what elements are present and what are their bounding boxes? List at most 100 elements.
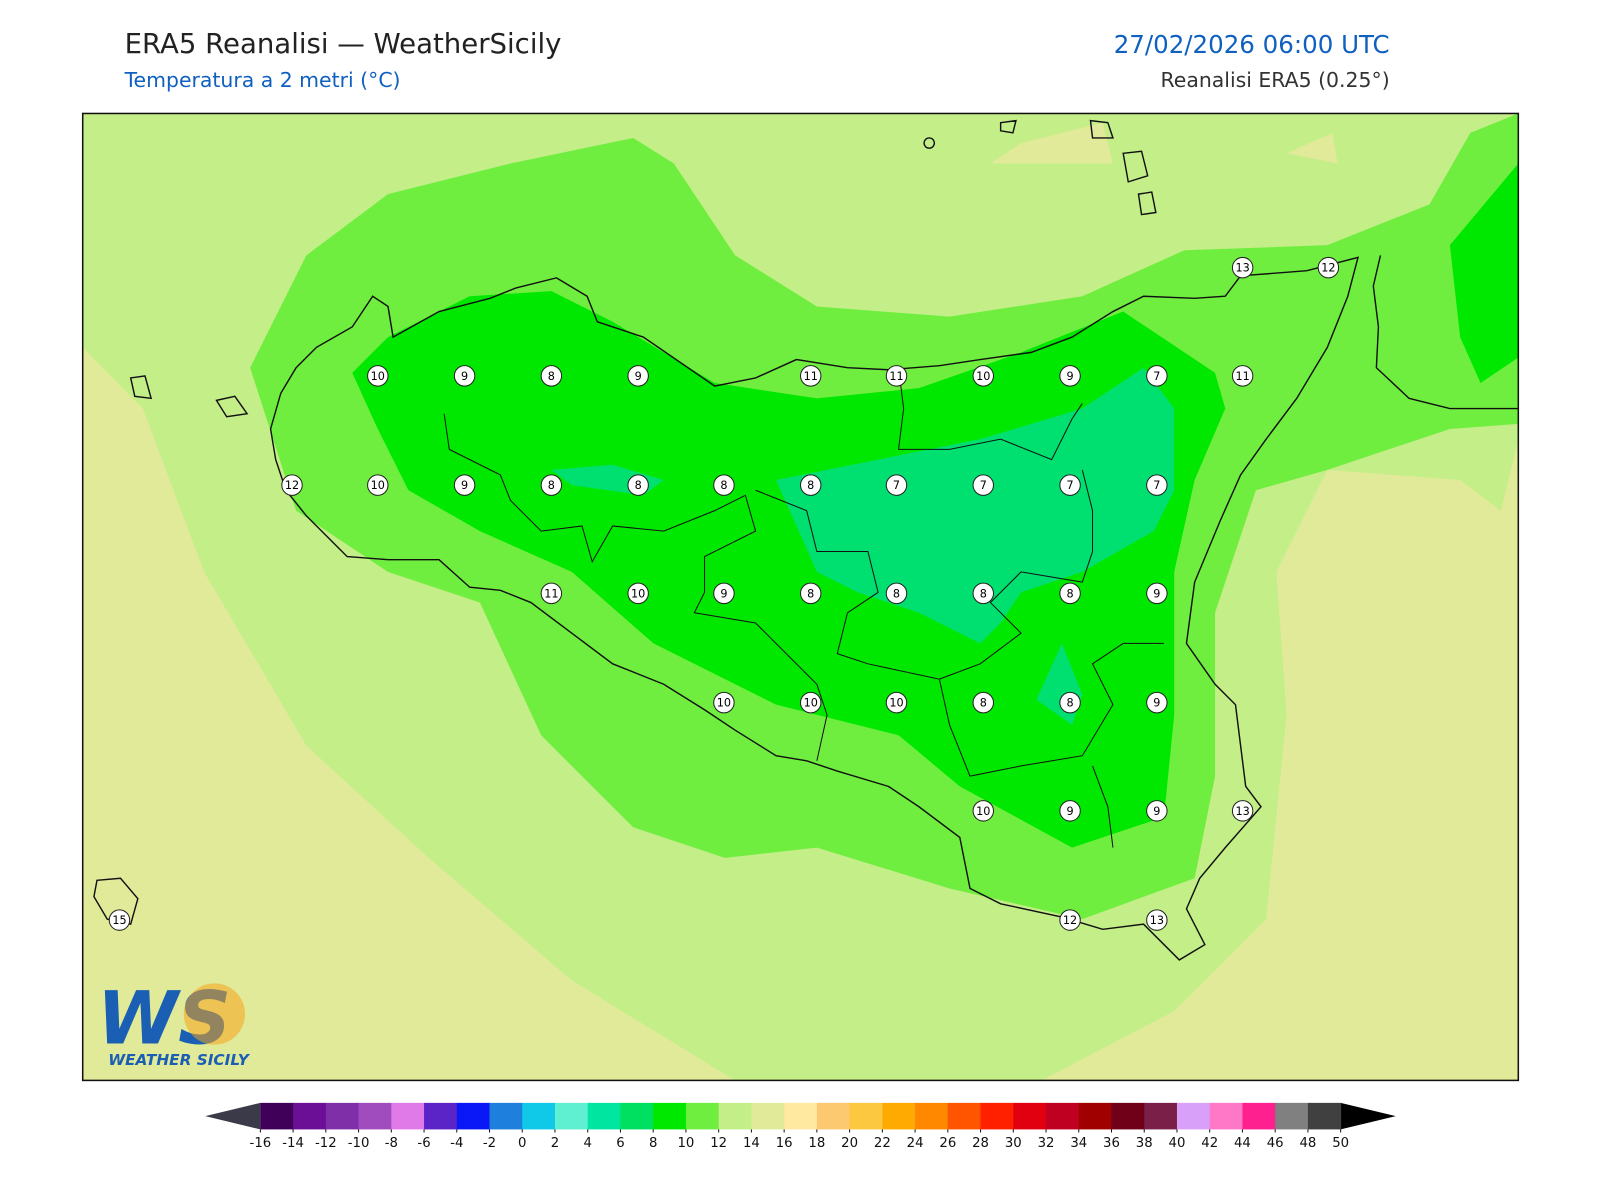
colorbar-segment <box>816 1102 851 1130</box>
colorbar-tick-label: -6 <box>417 1136 430 1151</box>
colorbar-tick-label: 18 <box>808 1136 825 1151</box>
station-marker <box>972 474 995 496</box>
colorbar-segment <box>653 1102 687 1130</box>
station-value: 11 <box>1235 370 1249 383</box>
station-marker <box>972 365 995 387</box>
colorbar-segment <box>947 1102 982 1130</box>
station-marker <box>627 474 649 496</box>
station-marker <box>1059 800 1081 822</box>
station: 8 <box>972 582 995 605</box>
station: 10 <box>972 800 995 822</box>
colorbar-segment <box>522 1102 556 1130</box>
station: 11 <box>540 582 563 605</box>
station: 8 <box>972 691 995 714</box>
station-marker <box>108 909 131 931</box>
station: 9 <box>453 365 476 387</box>
station: 10 <box>713 691 735 714</box>
station-marker <box>1059 582 1081 605</box>
colorbar-tick-label: 26 <box>939 1136 956 1151</box>
map: 13 12 10 9 8 9 11 11 10 9 7 11 12 10 9 8 8 8 8 7 7 7 7 11 10 9 8 8 8… <box>82 113 1519 1081</box>
colorbar-tick-label: 4 <box>584 1136 592 1151</box>
colorbar-segment <box>1144 1102 1178 1130</box>
station-marker <box>627 365 649 387</box>
colorbar-tick-label: 14 <box>743 1136 760 1151</box>
colorbar-tick-label: 30 <box>1005 1136 1022 1151</box>
station-value: 8 <box>1066 697 1073 710</box>
station: 12 <box>281 474 303 496</box>
source: Reanalisi ERA5 (0.25°) <box>1161 68 1390 92</box>
datetime: 27/02/2026 06:00 UTC <box>1114 30 1390 59</box>
station-value: 10 <box>804 697 818 710</box>
station: 15 <box>108 909 131 931</box>
station-marker <box>540 474 563 496</box>
station: 9 <box>1146 800 1168 822</box>
station-marker <box>972 582 995 605</box>
colorbar-tick-label: -2 <box>483 1136 496 1151</box>
station-marker <box>453 365 476 387</box>
station: 9 <box>713 582 735 605</box>
logo-sun <box>183 983 246 1045</box>
station-value: 8 <box>548 479 555 492</box>
station-value: 7 <box>893 479 900 492</box>
colorbar: -16 -14 -12 -10 -8 -6 -4 -2 0 2 4 6 8 10 12 14 16 18 20 22 2… <box>205 1102 1396 1151</box>
colorbar-tick-label: -14 <box>282 1136 304 1151</box>
colorbar-segment <box>1176 1102 1211 1130</box>
title: ERA5 Reanalisi — WeatherSicily <box>125 28 562 60</box>
map-frame <box>81 112 1520 1082</box>
colorbar-segment <box>1242 1102 1276 1130</box>
zone-8-10 <box>352 291 1226 848</box>
station-value: 11 <box>889 370 903 383</box>
station-value: 9 <box>1066 370 1073 383</box>
colorbar-segment <box>325 1102 360 1130</box>
station-marker <box>713 691 735 714</box>
station-marker <box>1146 909 1168 931</box>
station: 13 <box>1231 256 1254 279</box>
station-value: 10 <box>889 697 903 710</box>
colorbar-segment <box>587 1102 621 1130</box>
station-marker <box>1059 474 1081 496</box>
station: 7 <box>1146 474 1168 496</box>
station-value: 9 <box>461 370 468 383</box>
station-marker <box>972 691 995 714</box>
colorbar-tick-label: 44 <box>1234 1136 1251 1151</box>
colorbar-tick-label: 28 <box>972 1136 989 1151</box>
station-marker <box>1146 582 1168 605</box>
colorbar-tick-label: 22 <box>874 1136 891 1151</box>
station-value: 15 <box>112 914 126 927</box>
colorbar-tick-label: 8 <box>649 1136 657 1151</box>
station-value: 9 <box>1066 805 1073 818</box>
station: 13 <box>1231 800 1254 822</box>
colorbar-segment <box>1307 1102 1342 1130</box>
colorbar-segment <box>751 1102 785 1130</box>
station-value: 10 <box>631 587 645 600</box>
station: 7 <box>1059 474 1081 496</box>
station: 8 <box>713 474 735 496</box>
station-value: 8 <box>1066 587 1073 600</box>
station: 8 <box>799 474 822 496</box>
station-marker <box>799 365 822 387</box>
colorbar-tick-label: -4 <box>450 1136 463 1151</box>
islands <box>923 119 1157 216</box>
station-marker <box>367 365 389 387</box>
station-value: 8 <box>807 479 814 492</box>
station: 11 <box>799 365 822 387</box>
coastline <box>93 119 1519 961</box>
colorbar-segment <box>1111 1102 1145 1130</box>
zone-8-10 <box>1449 163 1519 384</box>
colorbar-tick-label: 24 <box>907 1136 924 1151</box>
station: 8 <box>1059 582 1081 605</box>
station-marker <box>885 691 908 714</box>
colorbar-tick-label: 20 <box>841 1136 858 1151</box>
colorbar-segment <box>293 1102 327 1130</box>
station-value: 9 <box>1153 805 1160 818</box>
station-marker <box>799 582 822 605</box>
colorbar-segment <box>915 1102 949 1130</box>
station-value: 9 <box>635 370 642 383</box>
colorbar-tick-label: 48 <box>1299 1136 1316 1151</box>
logo-text: WEATHER SICILY <box>108 1051 250 1069</box>
colorbar-segment <box>1078 1102 1113 1130</box>
station: 11 <box>1231 365 1254 387</box>
station-value: 11 <box>544 587 558 600</box>
colorbar-under <box>205 1102 261 1130</box>
station-marker <box>799 474 822 496</box>
